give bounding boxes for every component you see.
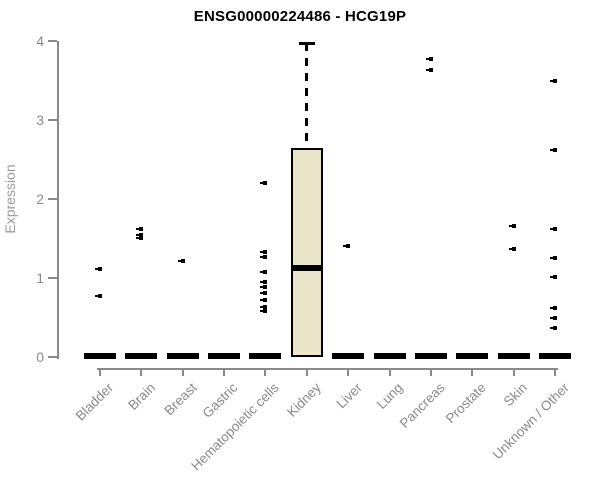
outlier-point <box>260 255 268 260</box>
upper-whisker <box>305 43 309 149</box>
x-axis-tick <box>181 368 184 376</box>
x-tick-label: Brain <box>125 380 158 413</box>
outlier-point <box>260 270 268 275</box>
median-bar <box>84 353 116 359</box>
x-tick-label: Breast <box>161 380 200 419</box>
chart-title: ENSG00000224486 - HCG19P <box>193 8 407 25</box>
x-tick-label: Pancreas <box>396 380 448 431</box>
y-axis-tick <box>48 198 57 200</box>
x-tick-label: Kidney <box>283 380 324 420</box>
median-bar <box>125 353 158 359</box>
y-tick-label: 1 <box>36 270 44 286</box>
outlier-point <box>95 267 102 272</box>
median-bar <box>249 353 282 359</box>
outlier-point <box>549 256 557 261</box>
x-axis-tick <box>429 368 432 376</box>
x-tick-label: Prostate <box>442 380 489 427</box>
y-axis-line <box>57 41 59 359</box>
outlier-point <box>549 275 557 280</box>
outlier-point <box>260 249 268 254</box>
x-tick-label: Bladder <box>73 380 117 424</box>
outlier-point <box>136 235 144 240</box>
median-line <box>290 264 323 271</box>
outlier-point <box>260 181 268 186</box>
outlier-point <box>508 223 516 228</box>
y-tick-label: 3 <box>36 112 44 128</box>
median-bar <box>208 353 241 359</box>
x-axis-tick <box>553 368 556 376</box>
x-axis-tick <box>388 368 391 376</box>
outlier-point <box>425 68 433 73</box>
outlier-point <box>508 246 516 251</box>
outlier-point <box>260 279 268 284</box>
median-bar <box>332 353 365 359</box>
x-tick-label: Liver <box>333 380 365 412</box>
outlier-point <box>177 259 185 264</box>
outlier-point <box>549 325 557 330</box>
outlier-point <box>136 227 144 232</box>
y-axis-tick <box>48 40 57 42</box>
x-axis-tick <box>347 368 350 376</box>
outlier-point <box>136 232 144 237</box>
x-axis-tick <box>223 368 226 376</box>
outlier-point <box>260 298 268 303</box>
median-bar <box>497 353 530 359</box>
x-tick-label: Unknown / Other <box>489 380 572 463</box>
outlier-point <box>343 244 351 249</box>
outlier-point <box>549 79 557 84</box>
outlier-point <box>549 316 557 321</box>
outlier-point <box>549 227 557 232</box>
outlier-point <box>549 148 557 153</box>
whisker-cap <box>298 42 315 46</box>
outlier-point <box>425 57 433 62</box>
outlier-point <box>95 294 102 299</box>
x-axis-tick <box>140 368 143 376</box>
outlier-point <box>260 309 268 314</box>
y-tick-label: 0 <box>36 349 44 365</box>
x-axis-tick <box>471 368 474 376</box>
y-axis-tick <box>48 356 57 358</box>
x-axis-line <box>97 368 558 370</box>
median-bar <box>166 353 199 359</box>
box-iqr <box>290 148 323 357</box>
median-bar <box>373 353 406 359</box>
median-bar <box>538 353 571 359</box>
outlier-point <box>260 285 268 290</box>
x-tick-label: Lung <box>374 380 407 412</box>
y-tick-label: 4 <box>36 33 44 49</box>
x-axis-tick <box>305 368 308 376</box>
x-axis-tick <box>99 368 101 376</box>
y-axis-tick <box>48 119 57 121</box>
outlier-point <box>260 305 268 310</box>
x-axis-tick <box>264 368 267 376</box>
x-axis-tick <box>512 368 515 376</box>
median-bar <box>414 353 447 359</box>
x-tick-label: Skin <box>501 380 531 410</box>
y-tick-label: 2 <box>36 191 44 207</box>
y-axis-tick <box>48 277 57 279</box>
outlier-point <box>549 306 557 311</box>
median-bar <box>456 353 489 359</box>
outlier-point <box>260 291 268 295</box>
